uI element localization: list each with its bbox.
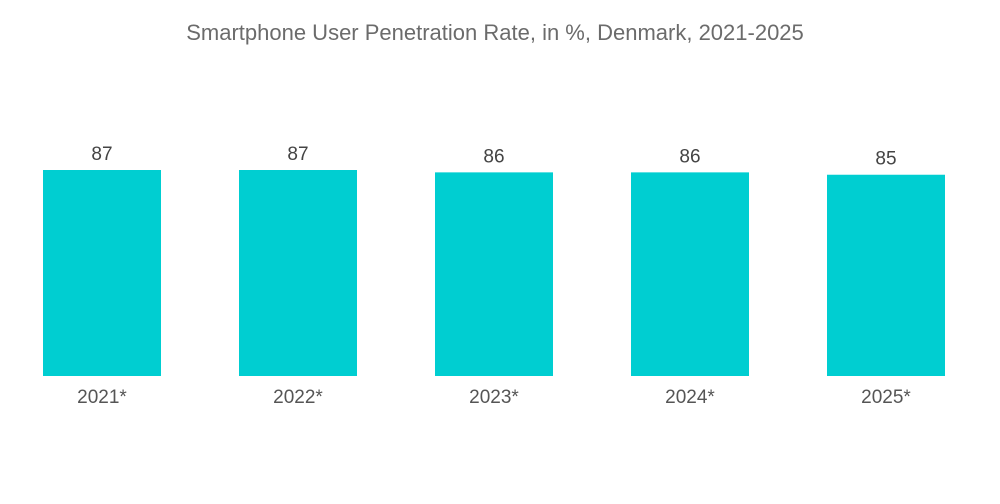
bar-2023 xyxy=(435,172,553,376)
data-label: 85 xyxy=(875,149,896,170)
x-tick-label: 2025* xyxy=(861,387,911,408)
x-tick-label: 2024* xyxy=(665,387,715,408)
data-label: 87 xyxy=(91,144,112,165)
bar-2022 xyxy=(239,170,357,376)
data-label: 86 xyxy=(679,146,700,167)
bar-2025 xyxy=(827,174,945,376)
data-label: 86 xyxy=(483,146,504,167)
bars-group: 87 2021* 87 2022* 86 2023* 86 2024* 85 2025* xyxy=(43,144,945,408)
x-tick-label: 2021* xyxy=(77,387,127,408)
bar-2021 xyxy=(43,170,161,376)
x-tick-label: 2022* xyxy=(273,387,323,408)
x-tick-label: 2023* xyxy=(469,387,519,408)
data-label: 87 xyxy=(287,144,308,165)
chart-title: Smartphone User Penetration Rate, in %, … xyxy=(186,20,804,45)
bar-2024 xyxy=(631,172,749,376)
